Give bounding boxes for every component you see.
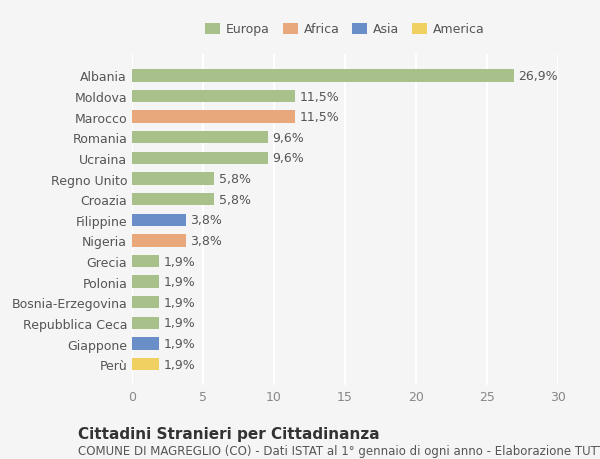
Bar	[132, 235, 186, 247]
Text: 9,6%: 9,6%	[272, 152, 304, 165]
Bar	[132, 111, 295, 123]
Bar	[132, 255, 159, 268]
Text: 5,8%: 5,8%	[218, 173, 251, 185]
Text: 1,9%: 1,9%	[163, 337, 195, 350]
Text: COMUNE DI MAGREGLIO (CO) - Dati ISTAT al 1° gennaio di ogni anno - Elaborazione : COMUNE DI MAGREGLIO (CO) - Dati ISTAT al…	[78, 444, 600, 457]
Text: 1,9%: 1,9%	[163, 317, 195, 330]
Text: 26,9%: 26,9%	[518, 70, 558, 83]
Bar	[132, 132, 268, 144]
Bar	[132, 152, 268, 165]
Text: 5,8%: 5,8%	[218, 193, 251, 206]
Bar	[132, 91, 295, 103]
Bar	[132, 338, 159, 350]
Bar	[132, 173, 214, 185]
Bar	[132, 276, 159, 288]
Text: 3,8%: 3,8%	[190, 235, 222, 247]
Text: 9,6%: 9,6%	[272, 132, 304, 145]
Bar	[132, 358, 159, 370]
Legend: Europa, Africa, Asia, America: Europa, Africa, Asia, America	[200, 18, 490, 41]
Text: 11,5%: 11,5%	[299, 90, 340, 103]
Text: 3,8%: 3,8%	[190, 214, 222, 227]
Bar	[132, 297, 159, 309]
Text: 11,5%: 11,5%	[299, 111, 340, 124]
Bar	[132, 214, 186, 226]
Text: 1,9%: 1,9%	[163, 296, 195, 309]
Bar	[132, 194, 214, 206]
Text: 1,9%: 1,9%	[163, 358, 195, 371]
Text: 1,9%: 1,9%	[163, 275, 195, 289]
Bar	[132, 317, 159, 330]
Bar	[132, 70, 514, 83]
Text: Cittadini Stranieri per Cittadinanza: Cittadini Stranieri per Cittadinanza	[78, 425, 380, 441]
Text: 1,9%: 1,9%	[163, 255, 195, 268]
